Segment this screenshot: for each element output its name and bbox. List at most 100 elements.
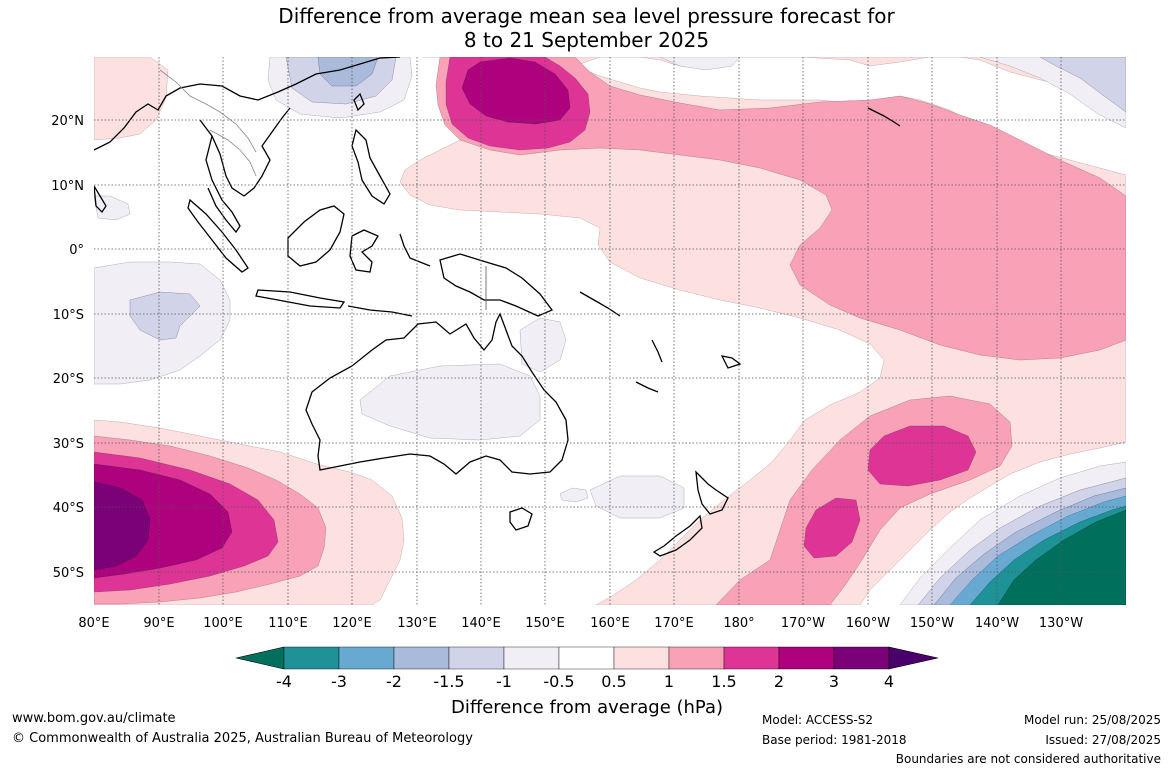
lon-label: 90°E bbox=[143, 616, 174, 631]
philippines-coastline bbox=[351, 128, 391, 205]
anomaly-1.5-2-south-pacific-east bbox=[867, 425, 977, 487]
hawaii-islands bbox=[867, 107, 901, 127]
lat-label: 0° bbox=[69, 243, 84, 258]
colorbar-ticks: -4 -3 -2 -1.5 -1 -0.5 0.5 1 1.5 2 3 4 bbox=[276, 672, 894, 691]
lon-label: 180° bbox=[723, 616, 754, 631]
lat-label: 50°S bbox=[53, 566, 84, 581]
lon-label: 100°E bbox=[203, 616, 243, 631]
lon-label: 170°E bbox=[654, 616, 694, 631]
borneo-coastline bbox=[287, 205, 345, 267]
lon-label: 120°E bbox=[332, 616, 372, 631]
new-guinea-coastline bbox=[439, 253, 554, 317]
lon-label: 140°W bbox=[975, 616, 1019, 631]
map-title-line2: 8 to 21 September 2025 bbox=[463, 28, 710, 52]
colorbar-tick: 1 bbox=[664, 672, 674, 691]
model-run-date: Model run: 25/08/2025 bbox=[1023, 713, 1161, 727]
colorbar-swatch bbox=[283, 646, 340, 670]
colorbar-swatch bbox=[833, 646, 890, 670]
lon-label: 160°E bbox=[590, 616, 630, 631]
issued-date: Issued: 27/08/2025 bbox=[1045, 733, 1161, 747]
colorbar-swatch bbox=[558, 646, 615, 670]
colorbar-tick: 4 bbox=[884, 672, 894, 691]
anomaly-neg-0.5-tasman bbox=[589, 475, 685, 519]
new-caledonia bbox=[635, 381, 659, 393]
colorbar-tick: 1.5 bbox=[711, 672, 736, 691]
lon-label: 150°W bbox=[910, 616, 954, 631]
lat-label: 30°S bbox=[53, 437, 84, 452]
colorbar-swatch bbox=[778, 646, 835, 670]
colorbar-tick: 0.5 bbox=[601, 672, 626, 691]
anomaly-2-3-west-pacific-core bbox=[461, 57, 571, 125]
map-title-line1: Difference from average mean sea level p… bbox=[278, 4, 895, 28]
anomaly-3-4-southern-indian-core bbox=[94, 481, 151, 571]
maluku-islands bbox=[399, 233, 431, 267]
latitude-labels: 20°N 10°N 0° 10°S 20°S 30°S 40°S 50°S bbox=[51, 114, 84, 581]
lat-label: 20°N bbox=[51, 114, 84, 129]
anomaly-neg-1-indian bbox=[129, 291, 201, 341]
website-link[interactable]: www.bom.gov.au/climate bbox=[12, 711, 176, 726]
lon-label: 80°E bbox=[78, 616, 109, 631]
longitude-labels: 80°E 90°E 100°E 110°E 120°E 130°E 140°E … bbox=[78, 616, 1083, 631]
tasmania-coastline bbox=[509, 507, 533, 531]
lat-label: 20°S bbox=[53, 372, 84, 387]
colorbar-tick: -3 bbox=[331, 672, 347, 691]
colorbar-tick: -1 bbox=[496, 672, 512, 691]
coastlines bbox=[94, 57, 901, 557]
anomaly-neg-0.5-small bbox=[559, 487, 589, 503]
base-period: Base period: 1981-2018 bbox=[762, 733, 907, 747]
lat-label: 40°S bbox=[53, 501, 84, 516]
lon-label: 130°E bbox=[397, 616, 437, 631]
solomon-islands bbox=[579, 291, 621, 317]
colorbar-swatch bbox=[338, 646, 395, 670]
sulawesi-coastline bbox=[349, 229, 379, 273]
taiwan-coastline bbox=[353, 92, 365, 112]
indochina-coastline bbox=[199, 107, 291, 197]
anomaly-neg-1.5-east-asia bbox=[317, 57, 379, 87]
vanuatu bbox=[651, 339, 663, 363]
colorbar-tick: -0.5 bbox=[543, 672, 574, 691]
anomaly-neg-0.5-australia bbox=[359, 363, 541, 441]
colorbar-swatch bbox=[503, 646, 560, 670]
anomaly-neg-4-southeast-pacific bbox=[997, 509, 1126, 605]
anomaly-neg-0.5-north-central bbox=[659, 57, 741, 71]
lon-label: 160°W bbox=[846, 616, 890, 631]
lon-label: 110°E bbox=[268, 616, 308, 631]
sumatra-coastline bbox=[187, 198, 249, 273]
new-zealand-north-island bbox=[695, 470, 729, 515]
colorbar-tick: 3 bbox=[829, 672, 839, 691]
colorbar-tick: -1.5 bbox=[433, 672, 464, 691]
colorbar-swatch bbox=[613, 646, 670, 670]
lon-label: 130°W bbox=[1039, 616, 1083, 631]
lat-label: 10°N bbox=[51, 179, 84, 194]
colorbar-swatch bbox=[393, 646, 450, 670]
new-zealand-south-island bbox=[652, 514, 703, 557]
anomaly-neg-0.5-coral bbox=[519, 317, 567, 373]
lon-label: 140°E bbox=[461, 616, 501, 631]
colorbar-tick: -2 bbox=[386, 672, 402, 691]
java-coastline bbox=[255, 289, 346, 309]
colorbar-tick: -4 bbox=[276, 672, 292, 691]
colorbar-low-arrow bbox=[235, 646, 285, 670]
anomaly-neg-1-northeast-pacific bbox=[1039, 57, 1126, 113]
model-name: Model: ACCESS-S2 bbox=[762, 713, 874, 727]
lon-label: 170°W bbox=[781, 616, 825, 631]
graticule bbox=[94, 57, 1126, 605]
colorbar-label: Difference from average (hPa) bbox=[451, 697, 723, 718]
boundaries-disclaimer: Boundaries are not considered authoritat… bbox=[895, 752, 1161, 766]
malay-peninsula-coastline bbox=[205, 135, 241, 234]
colorbar-swatch bbox=[723, 646, 780, 670]
colorbar-swatch bbox=[448, 646, 505, 670]
fiji bbox=[720, 355, 742, 369]
australia-coastline bbox=[305, 312, 569, 475]
colorbar-swatch bbox=[668, 646, 725, 670]
lon-label: 150°E bbox=[525, 616, 565, 631]
asia-mainland-coastline bbox=[94, 57, 401, 151]
copyright-text: © Commonwealth of Australia 2025, Austra… bbox=[12, 731, 473, 746]
lat-label: 10°S bbox=[53, 308, 84, 323]
anomaly-0.5-1-northwest-india bbox=[94, 57, 169, 141]
country-borders bbox=[159, 69, 257, 177]
colorbar-tick: 2 bbox=[774, 672, 784, 691]
anomaly-1.5-2-south-pacific-west bbox=[803, 497, 861, 559]
colorbar-high-arrow bbox=[888, 646, 939, 670]
